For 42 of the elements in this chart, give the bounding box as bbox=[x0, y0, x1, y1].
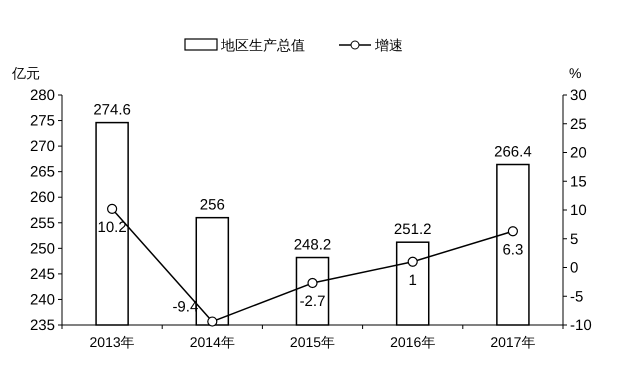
y2-tick-label: 30 bbox=[570, 87, 587, 104]
data-label: -2.7 bbox=[300, 293, 326, 310]
y-tick-label: 240 bbox=[30, 291, 55, 308]
x-tick-label: 2016年 bbox=[390, 334, 436, 350]
y-axis-title: 亿元 bbox=[11, 65, 40, 81]
y-tick-label: 235 bbox=[30, 317, 55, 334]
point bbox=[207, 316, 218, 327]
y2-tick-label: 20 bbox=[570, 144, 587, 162]
y-tick-label: 280 bbox=[30, 87, 55, 104]
y-tick-label: 255 bbox=[30, 214, 55, 232]
y2-tick-label: -10 bbox=[570, 317, 592, 334]
y-tick-label: 250 bbox=[30, 240, 55, 258]
data-label: 274.6 bbox=[93, 102, 131, 119]
legend-label: 地区生产总值 bbox=[220, 37, 305, 53]
data-label: 266.4 bbox=[494, 144, 532, 161]
point bbox=[107, 204, 118, 214]
y2-tick-label: -5 bbox=[570, 288, 584, 306]
data-label: 251.2 bbox=[394, 221, 432, 238]
y2-tick-label: 0 bbox=[570, 260, 578, 276]
y-tick-label: 275 bbox=[30, 112, 55, 130]
x-tick-label: 2015年 bbox=[290, 334, 336, 350]
x-tick-label: 2013年 bbox=[90, 334, 135, 350]
point bbox=[307, 278, 318, 288]
data-label: 248.2 bbox=[294, 236, 332, 254]
y-tick-label: 265 bbox=[30, 164, 55, 181]
y2-tick-label: 5 bbox=[570, 230, 578, 248]
x-tick-label: 2014年 bbox=[190, 334, 235, 350]
y2-tick-label: 10 bbox=[570, 202, 587, 219]
point bbox=[408, 256, 418, 267]
y-tick-label: 245 bbox=[30, 266, 55, 283]
data-label: 6.3 bbox=[502, 241, 524, 258]
legend-label: 增速 bbox=[374, 37, 403, 53]
y2-axis-title: % bbox=[569, 65, 582, 81]
y-tick-label: 260 bbox=[30, 189, 55, 206]
x-tick-label: 2017年 bbox=[490, 334, 536, 350]
y2-tick-label: 15 bbox=[570, 173, 587, 190]
y-tick-label: 270 bbox=[30, 138, 55, 156]
y2-tick-label: 25 bbox=[570, 116, 587, 133]
point bbox=[508, 226, 518, 236]
data-label: 1 bbox=[408, 272, 417, 289]
data-label: 256 bbox=[200, 196, 225, 214]
data-label: 10.2 bbox=[98, 218, 127, 236]
